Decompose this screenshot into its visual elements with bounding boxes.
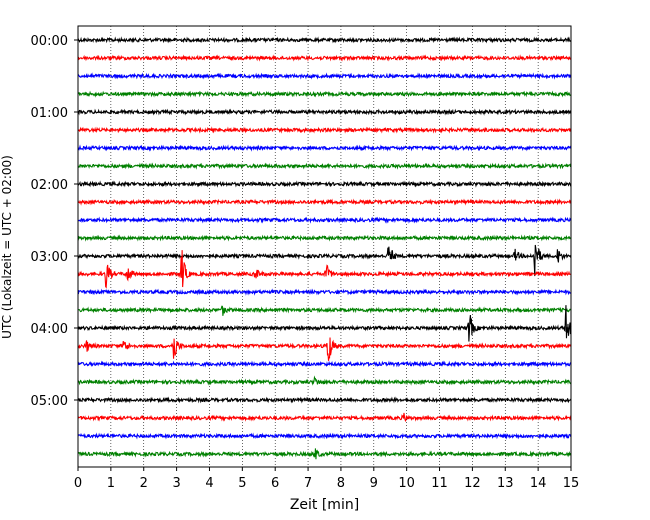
y-tick-label: 04:00	[31, 322, 68, 337]
y-tick-label: 05:00	[31, 394, 68, 409]
x-tick-label: 3	[172, 476, 180, 491]
trace-line	[77, 250, 572, 289]
y-axis: 00:00 01:00 02:00 03:00 04:00 05:00	[31, 34, 78, 409]
x-tick-label: 11	[431, 476, 448, 491]
x-tick-label: 15	[563, 476, 580, 491]
trace-line	[77, 216, 572, 224]
trace-line	[77, 162, 572, 170]
trace-line	[77, 360, 572, 368]
x-tick-label: 5	[238, 476, 246, 491]
trace-line	[77, 337, 572, 361]
trace-line	[77, 288, 572, 296]
x-tick-label: 4	[205, 476, 213, 491]
x-axis-label: Zeit [min]	[290, 497, 359, 513]
x-tick-label: 6	[271, 476, 279, 491]
x-tick-label: 2	[140, 476, 148, 491]
trace-line	[77, 126, 572, 134]
x-tick-label: 0	[74, 476, 82, 491]
y-tick-label: 00:00	[31, 34, 68, 49]
x-axis: 0 1 2 3 4 5 6 7 8 9 10 11 12 13 14 15	[74, 467, 579, 491]
y-tick-label: 02:00	[31, 178, 68, 193]
trace-line	[77, 305, 572, 342]
trace-line	[77, 144, 572, 152]
trace-line	[77, 396, 572, 404]
trace-line	[77, 108, 572, 116]
x-tick-label: 14	[530, 476, 547, 491]
trace-line	[77, 448, 572, 460]
x-tick-label: 10	[398, 476, 415, 491]
y-axis-label: UTC (Lokalzeit = UTC + 02:00)	[0, 155, 14, 339]
x-tick-label: 13	[497, 476, 514, 491]
trace-line	[77, 234, 572, 242]
y-tick-label: 03:00	[31, 250, 68, 265]
traces	[77, 36, 572, 460]
plot-frame	[77, 25, 572, 468]
x-tick-label: 12	[464, 476, 481, 491]
trace-line	[77, 180, 572, 188]
x-tick-label: 8	[337, 476, 345, 491]
x-tick-label: 7	[304, 476, 312, 491]
trace-line	[77, 305, 572, 316]
y-tick-label: 01:00	[31, 106, 68, 121]
trace-line	[77, 412, 572, 422]
trace-line	[77, 36, 572, 44]
trace-line	[77, 54, 572, 62]
trace-line	[77, 198, 572, 206]
x-tick-label: 9	[370, 476, 378, 491]
trace-line	[77, 375, 572, 386]
trace-line	[77, 72, 572, 80]
trace-line	[77, 90, 572, 98]
x-tick-label: 1	[107, 476, 115, 491]
trace-line	[77, 432, 572, 440]
trace-line	[77, 244, 572, 277]
